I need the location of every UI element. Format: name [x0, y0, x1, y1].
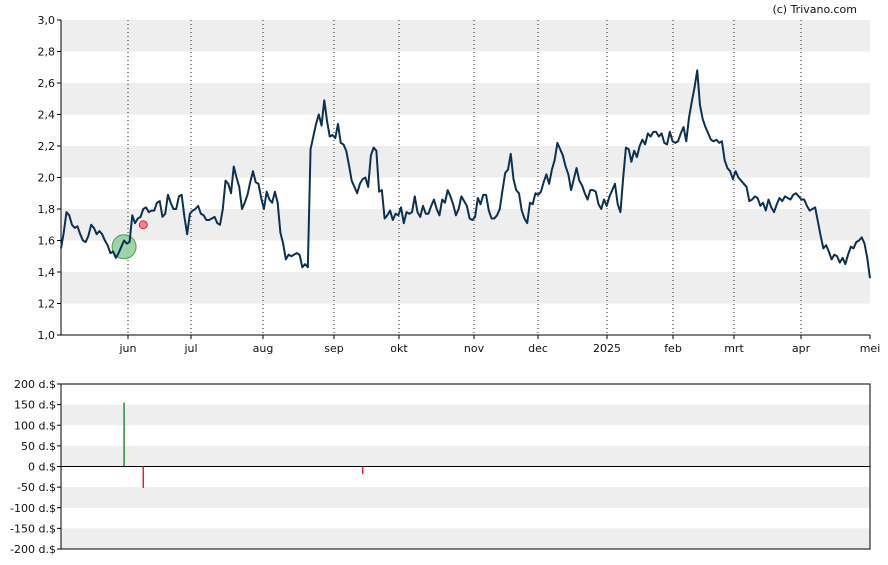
price-y-tick-label: 1,8: [38, 203, 56, 216]
sell-marker: [138, 220, 148, 230]
price-y-tick-label: 1,6: [38, 235, 56, 248]
price-x-tick-label: nov: [464, 342, 485, 355]
price-band: [61, 209, 870, 241]
price-x-tick-label: feb: [664, 342, 682, 355]
price-y-tick-label: 3,0: [38, 14, 56, 27]
volume-y-tick-label: 200 d.$: [14, 378, 56, 391]
price-x-tick-label: mei: [860, 342, 881, 355]
price-y-tick-label: 2,8: [38, 46, 56, 59]
volume-grid-bands: [61, 404, 870, 549]
volume-band: [61, 404, 870, 426]
price-x-tick-label: mrt: [724, 342, 744, 355]
price-panel: 1,0 1,2 1,4 1,6 1,8 2,0 2,2 2,4 2,6 2,8 3,0 jun jul…: [38, 14, 881, 355]
price-band: [61, 146, 870, 178]
price-x-tick-label: jul: [183, 342, 197, 355]
volume-band: [61, 445, 870, 467]
volume-y-tick-label: -100 d.$: [10, 502, 56, 515]
price-band: [61, 272, 870, 304]
volume-bars: [123, 402, 364, 488]
price-grid-bands: [61, 20, 870, 304]
volume-y-tick-label: 100 d.$: [14, 419, 56, 432]
volume-band: [61, 487, 870, 508]
credit-text: (c) Trivano.com: [772, 3, 857, 16]
volume-y-tick-label: -150 d.$: [10, 522, 56, 535]
price-x-tick-label: apr: [792, 342, 811, 355]
price-x-tick-label: aug: [253, 342, 274, 355]
volume-y-tick-label: -200 d.$: [10, 543, 56, 556]
price-y-tick-label: 2,4: [38, 109, 56, 122]
volume-y-tick-label: -50 d.$: [17, 481, 56, 494]
price-y-tick-label: 2,2: [38, 140, 56, 153]
price-x-tick-label: sep: [324, 342, 343, 355]
price-y-tick-label: 2,6: [38, 77, 56, 90]
price-y-tick-label: 1,0: [38, 329, 56, 342]
price-line: [60, 69, 871, 279]
price-band: [61, 20, 870, 52]
volume-y-tick-label: 50 d.$: [21, 440, 56, 453]
volume-panel: 200 d.$ 150 d.$ 100 d.$ 50 d.$ 0 d.$ -50 d.$ -…: [10, 378, 871, 556]
volume-y-tick-label: 0 d.$: [28, 461, 56, 474]
price-month-gridlines: [127, 20, 802, 335]
price-x-tick-label: jun: [119, 342, 137, 355]
price-y-tick-label: 2,0: [38, 172, 56, 185]
volume-y-tick-label: 150 d.$: [14, 399, 56, 412]
price-y-tick-label: 1,4: [38, 266, 56, 279]
volume-band: [61, 528, 870, 549]
price-y-tick-label: 1,2: [38, 298, 56, 311]
price-x-tick-label: okt: [390, 342, 408, 355]
price-x-tick-label: 2025: [593, 342, 621, 355]
price-x-tick-label: dec: [528, 342, 548, 355]
price-band: [61, 83, 870, 115]
price-x-tick-labels: jun jul aug sep okt nov dec 2025 feb mrt apr mei: [119, 335, 881, 355]
price-y-tick-labels: 1,0 1,2 1,4 1,6 1,8 2,0 2,2 2,4 2,6 2,8 3,0: [38, 14, 61, 342]
volume-y-tick-labels: 200 d.$ 150 d.$ 100 d.$ 50 d.$ 0 d.$ -50 d.$ -…: [10, 378, 61, 556]
